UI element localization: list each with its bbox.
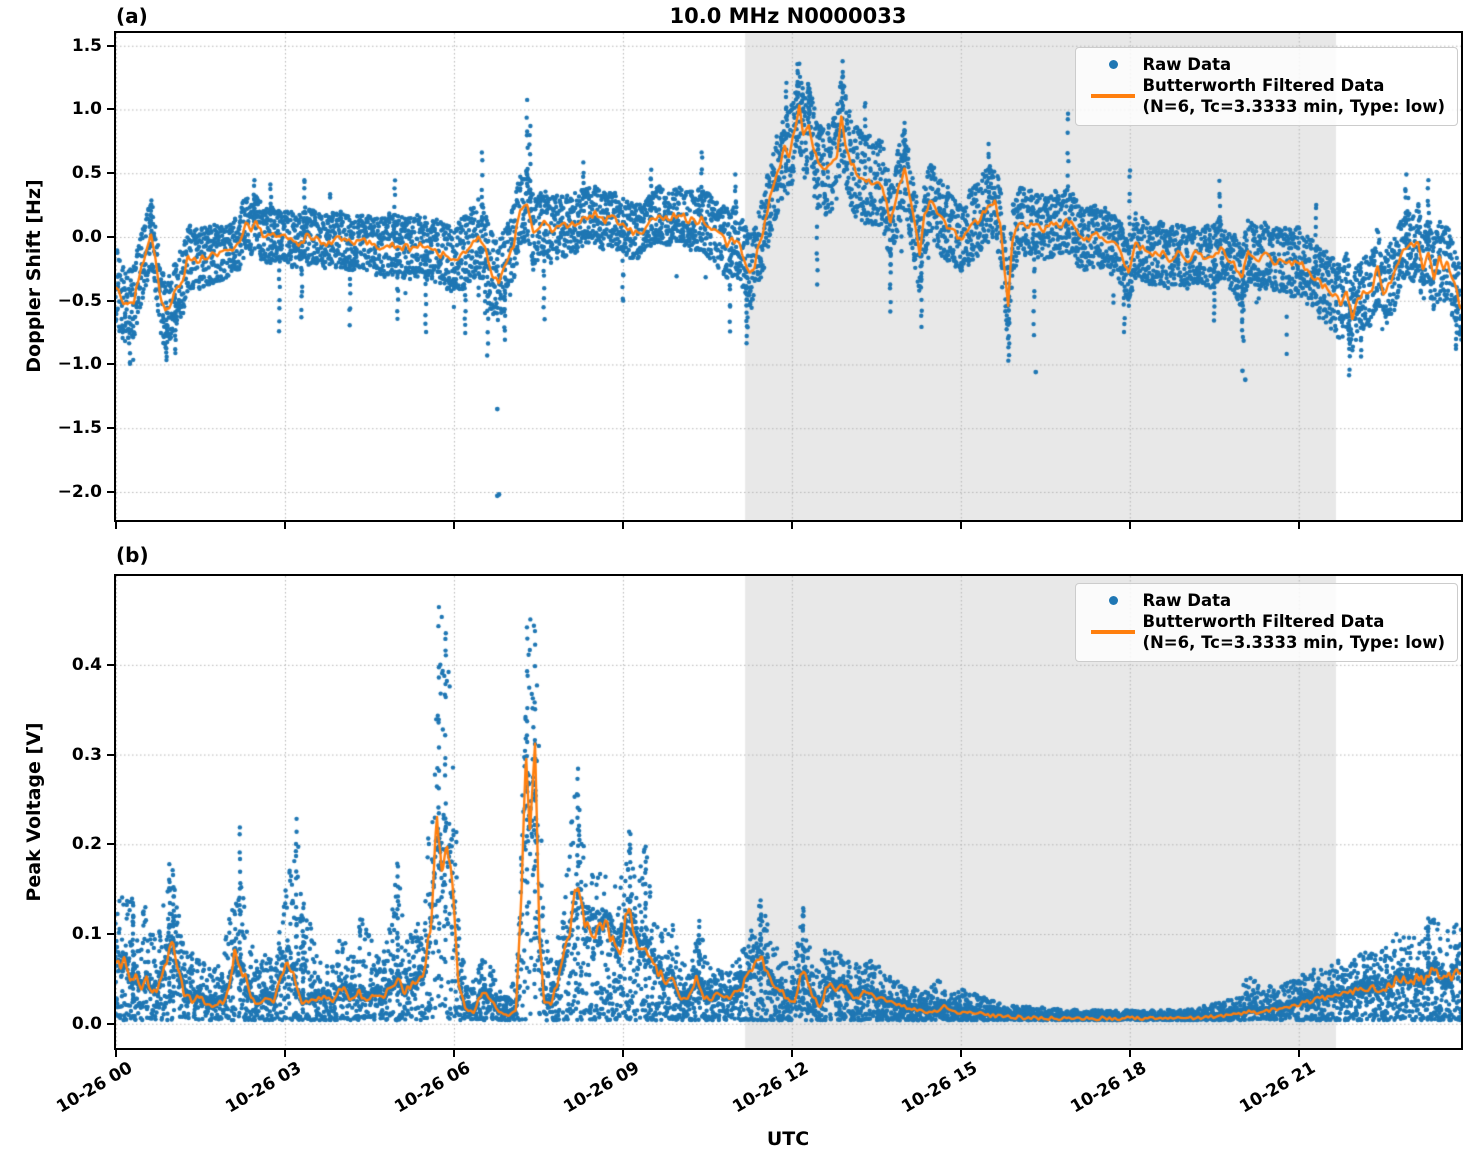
x-tick-label: 10-26 12 (729, 1058, 812, 1118)
raw-data-dot-icon (1108, 596, 1118, 606)
y-tick-label: 0.2 (71, 834, 102, 855)
legend-filtered-entry: Butterworth Filtered Data (N=6, Tc=3.333… (1084, 611, 1445, 653)
y-tick-label: 0.3 (71, 744, 102, 765)
panel-b: Raw Data Butterworth Filtered Data (N=6,… (114, 574, 1463, 1050)
y-tick-label: 0.0 (71, 1013, 102, 1034)
x-tick-label: 10-26 21 (1236, 1058, 1319, 1118)
legend-raw-entry: Raw Data (1084, 54, 1445, 75)
x-tick-label: 10-26 06 (391, 1058, 474, 1118)
y-tick-label: 0.1 (71, 924, 102, 945)
x-tick-mark (1297, 522, 1300, 529)
panel-a: Raw Data Butterworth Filtered Data (N=6,… (114, 31, 1463, 522)
legend-filtered-sublabel: (N=6, Tc=3.3333 min, Type: low) (1142, 97, 1445, 117)
x-tick-mark (959, 1050, 962, 1057)
y-tick-mark (107, 235, 114, 238)
x-tick-mark (621, 522, 624, 529)
x-tick-mark (115, 522, 117, 529)
x-tick-label: 10-26 09 (560, 1058, 643, 1118)
y-tick-mark (107, 427, 114, 430)
y-tick-mark (107, 299, 114, 302)
y-tick-label: 0.4 (71, 654, 102, 675)
x-tick-mark (1297, 1050, 1300, 1057)
filtered-line-icon (1091, 94, 1136, 98)
x-tick-mark (959, 522, 962, 529)
x-tick-label: 10-26 15 (898, 1058, 981, 1118)
legend-raw-label: Raw Data (1142, 591, 1232, 610)
panel-a-ylabel: Doppler Shift [Hz] (23, 179, 45, 373)
legend-filtered-entry: Butterworth Filtered Data (N=6, Tc=3.333… (1084, 75, 1445, 117)
legend-filtered-label: Butterworth Filtered Data (1142, 76, 1385, 96)
x-tick-mark (283, 1050, 286, 1057)
x-tick-label: 10-26 18 (1067, 1058, 1150, 1118)
x-tick-label: 10-26 00 (53, 1058, 136, 1118)
y-tick-mark (107, 44, 114, 47)
y-tick-mark (107, 363, 114, 366)
y-tick-mark (107, 753, 114, 756)
x-tick-mark (1128, 522, 1131, 529)
y-tick-label: −0.5 (57, 290, 102, 311)
y-tick-label: 1.5 (71, 35, 102, 56)
y-tick-label: −2.0 (57, 481, 102, 502)
legend-filtered-sublabel: (N=6, Tc=3.3333 min, Type: low) (1142, 633, 1445, 653)
y-tick-mark (107, 1022, 114, 1025)
x-tick-mark (790, 1050, 793, 1057)
legend-raw-label: Raw Data (1142, 55, 1232, 74)
x-tick-mark (115, 1050, 117, 1057)
panel-a-legend: Raw Data Butterworth Filtered Data (N=6,… (1075, 47, 1458, 127)
panel-a-label: (a) (116, 4, 148, 28)
y-tick-label: −1.5 (57, 418, 102, 439)
x-tick-mark (452, 522, 455, 529)
y-tick-mark (107, 933, 114, 936)
raw-data-dot-icon (1108, 60, 1118, 70)
y-tick-mark (107, 108, 114, 111)
x-tick-label: 10-26 03 (222, 1058, 305, 1118)
x-tick-mark (452, 1050, 455, 1057)
y-tick-mark (107, 490, 114, 493)
y-tick-label: 0.5 (71, 163, 102, 184)
y-tick-mark (107, 843, 114, 846)
x-tick-mark (621, 1050, 624, 1057)
x-axis-label: UTC (766, 1128, 810, 1150)
panel-b-label: (b) (116, 543, 149, 567)
x-tick-mark (1128, 1050, 1131, 1057)
y-tick-label: 0.0 (71, 226, 102, 247)
panel-b-legend: Raw Data Butterworth Filtered Data (N=6,… (1075, 583, 1458, 663)
y-tick-label: 1.0 (71, 99, 102, 120)
legend-filtered-label: Butterworth Filtered Data (1142, 612, 1385, 632)
filtered-line-icon (1091, 630, 1136, 634)
chart-title: 10.0 MHz N0000033 (669, 4, 907, 28)
x-tick-mark (283, 522, 286, 529)
y-tick-label: −1.0 (57, 354, 102, 375)
y-tick-mark (107, 663, 114, 666)
legend-raw-entry: Raw Data (1084, 590, 1445, 611)
x-tick-mark (790, 522, 793, 529)
y-tick-mark (107, 172, 114, 175)
